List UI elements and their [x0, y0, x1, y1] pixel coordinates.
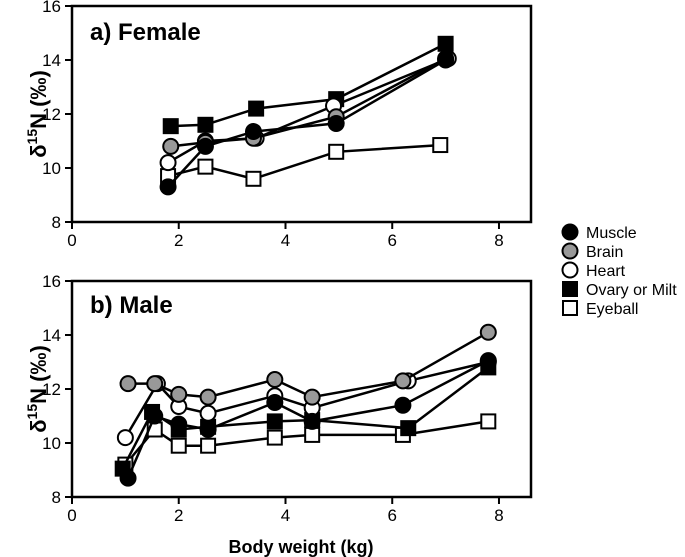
legend-marker-heart [561, 261, 579, 279]
data-point-eyeball [328, 143, 345, 160]
data-point-brain [170, 385, 188, 403]
y-tick-label: 12 [42, 380, 61, 399]
data-point-brain [119, 375, 137, 393]
data-point-heart [199, 404, 217, 422]
y-axis-label-unit: N (‰) [26, 70, 51, 129]
series-muscle [159, 51, 455, 196]
y-tick-label: 14 [42, 326, 61, 345]
data-point-ovary-or-milt [197, 116, 214, 133]
legend-item-muscle: Muscle [561, 223, 637, 242]
x-tick-label: 2 [174, 231, 183, 250]
x-axis-label: Body weight (kg) [229, 537, 374, 557]
data-point-eyeball [245, 170, 262, 187]
data-point-muscle [146, 407, 164, 425]
y-axis-label-delta: δ [26, 419, 51, 432]
data-point-muscle [244, 123, 262, 141]
y-tick-label: 8 [52, 213, 61, 232]
data-point-eyeball [266, 429, 283, 446]
data-point-muscle [266, 394, 284, 411]
panel-title-female: a) Female [90, 19, 201, 46]
data-point-brain [146, 375, 164, 393]
y-axis-label-superscript: 15 [24, 404, 40, 420]
legend-label: Muscle [586, 225, 637, 242]
data-point-eyeball [304, 426, 321, 443]
data-point-muscle [437, 51, 455, 69]
series-muscle [119, 352, 497, 487]
data-point-muscle [199, 421, 217, 438]
legend-marker-eyeball [562, 300, 578, 316]
legend-item-eyeball: Eyeball [562, 300, 638, 318]
legend-item-heart: Heart [561, 261, 626, 280]
legend-marker-ovary-or-milt [562, 281, 578, 297]
data-point-muscle [303, 412, 321, 430]
legend: Muscle Brain Heart Ovary or Milt Eyeball [561, 223, 677, 318]
y-tick-label: 8 [52, 488, 61, 507]
panel-female: a) Female δ15N (‰) 0 2 4 6 8 8 10 12 14 16 [24, 0, 533, 250]
x-tick-label: 8 [494, 506, 503, 525]
data-point-brain [394, 372, 412, 390]
data-point-muscle [479, 352, 497, 370]
data-point-brain [303, 388, 321, 406]
legend-item-ovary-or-milt: Ovary or Milt [562, 281, 677, 299]
axis-ticks-female: 0 2 4 6 8 8 10 12 14 16 [42, 0, 504, 250]
y-axis-label-male: δ15N (‰) [24, 345, 51, 433]
x-tick-label: 0 [67, 506, 76, 525]
y-axis-label-female: δ15N (‰) [24, 70, 51, 158]
data-point-muscle [196, 137, 214, 155]
y-axis-label-superscript: 15 [24, 129, 40, 145]
series-brain [119, 323, 497, 406]
data-point-ovary-or-milt [400, 420, 417, 437]
data-point-eyeball [170, 437, 187, 454]
data-point-muscle [159, 178, 177, 196]
series-layer-female [159, 35, 457, 196]
data-point-eyeball [432, 137, 449, 154]
y-axis-label-unit: N (‰) [26, 345, 51, 404]
legend-marker-muscle [561, 223, 579, 241]
x-tick-label: 6 [387, 506, 396, 525]
legend-label: Brain [586, 244, 623, 261]
data-point-brain [266, 371, 284, 389]
data-point-eyeball [480, 413, 497, 430]
data-point-muscle [119, 469, 137, 487]
data-point-muscle [394, 396, 412, 414]
data-point-eyeball [200, 437, 217, 454]
y-tick-label: 10 [42, 434, 61, 453]
data-point-muscle [327, 114, 345, 132]
y-tick-label: 12 [42, 105, 61, 124]
panel-title-male: b) Male [90, 292, 173, 319]
legend-label: Eyeball [586, 301, 638, 318]
x-tick-label: 4 [281, 231, 290, 250]
data-point-heart [159, 154, 177, 172]
data-point-ovary-or-milt [266, 413, 283, 430]
data-point-ovary-or-milt [248, 100, 265, 117]
y-tick-label: 16 [42, 0, 61, 16]
data-point-brain [162, 137, 180, 155]
data-point-brain [199, 388, 217, 406]
y-axis-label-delta: δ [26, 144, 51, 157]
data-point-heart [116, 429, 134, 447]
x-tick-label: 0 [67, 231, 76, 250]
legend-label: Ovary or Milt [586, 282, 677, 299]
legend-item-brain: Brain [561, 242, 623, 261]
x-tick-label: 8 [494, 231, 503, 250]
axis-ticks-male: 0 2 4 6 8 8 10 12 14 16 [42, 272, 504, 525]
data-point-brain [479, 323, 497, 341]
data-point-ovary-or-milt [162, 118, 179, 135]
data-point-ovary-or-milt [437, 35, 454, 52]
legend-label: Heart [586, 263, 626, 280]
legend-marker-brain [561, 242, 579, 260]
panel-male: b) Male δ15N (‰) 0 2 4 6 8 8 10 12 14 16 [24, 272, 533, 525]
series-ovary-or-milt [162, 35, 454, 135]
x-tick-label: 6 [387, 231, 396, 250]
x-tick-label: 2 [174, 506, 183, 525]
data-point-muscle [170, 415, 188, 433]
series-layer-male [114, 323, 497, 487]
data-point-eyeball [197, 158, 214, 175]
y-tick-label: 14 [42, 51, 61, 70]
x-tick-label: 4 [281, 506, 290, 525]
y-tick-label: 16 [42, 272, 61, 291]
y-tick-label: 10 [42, 159, 61, 178]
